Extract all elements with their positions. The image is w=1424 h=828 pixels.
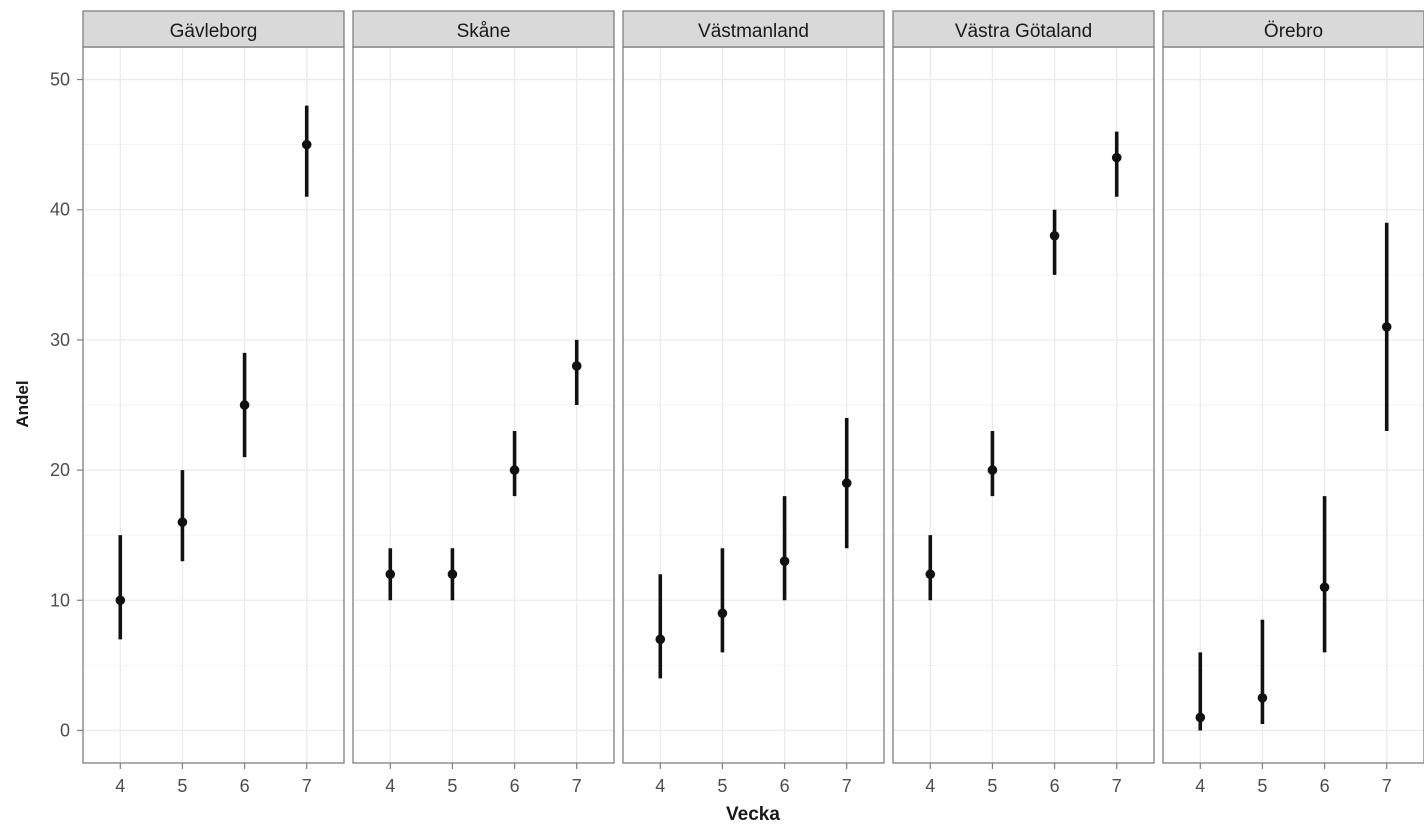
data-point	[1195, 712, 1206, 723]
x-tick-label: 7	[1112, 776, 1122, 796]
facet-strip	[622, 10, 885, 48]
data-point	[115, 595, 126, 606]
facet-strip	[82, 10, 345, 48]
data-point	[177, 517, 188, 527]
data-point	[509, 465, 520, 475]
x-tick-label: 6	[240, 776, 250, 796]
x-tick-label: 5	[1257, 776, 1267, 796]
data-point	[385, 569, 396, 580]
y-axis: 0 10 20 30 40 50	[50, 70, 83, 740]
facet-strip-label: Västmanland	[698, 21, 809, 42]
data-point	[301, 139, 312, 150]
facet-strip	[1162, 10, 1424, 48]
y-tick-label: 0	[60, 720, 70, 740]
x-tick-label: 7	[842, 776, 852, 796]
facet-panel: Gävleborg 4 5 6 7	[82, 10, 345, 796]
x-tick-label: 5	[177, 776, 187, 796]
facet-panel: Örebro 4 5 6 7	[1162, 10, 1424, 796]
data-point	[239, 400, 250, 410]
data-point	[1049, 230, 1060, 241]
data-point	[987, 465, 998, 475]
data-point	[1319, 582, 1330, 593]
y-tick-label: 10	[50, 590, 70, 610]
y-axis-title: Andel	[13, 380, 32, 427]
y-tick-label: 20	[50, 460, 70, 480]
facet-panel: Västra Götaland 4 5 6 7	[892, 10, 1155, 796]
x-tick-label: 7	[1382, 776, 1392, 796]
x-tick-label: 5	[717, 776, 727, 796]
x-tick-label: 4	[115, 776, 125, 796]
facet-panel: Västmanland 4 5 6 7	[622, 10, 885, 796]
data-point	[1381, 322, 1392, 332]
x-tick-label: 6	[780, 776, 790, 796]
data-point	[571, 361, 582, 371]
x-tick-label: 7	[302, 776, 312, 796]
x-tick-label: 4	[655, 776, 665, 796]
x-tick-label: 6	[1050, 776, 1060, 796]
facet-panel: Skåne 4 5 6 7	[352, 10, 615, 796]
data-point	[925, 569, 936, 580]
x-tick-label: 7	[572, 776, 582, 796]
x-tick-label: 5	[447, 776, 457, 796]
facet-strip-label: Örebro	[1264, 21, 1323, 42]
x-tick-label: 4	[1195, 776, 1205, 796]
facet-strip	[892, 10, 1155, 48]
x-tick-label: 6	[1320, 776, 1330, 796]
y-tick-label: 30	[50, 330, 70, 350]
data-point	[717, 608, 728, 619]
x-tick-label: 6	[510, 776, 520, 796]
x-axis-title: Vecka	[726, 804, 780, 823]
x-tick-label: 4	[385, 776, 395, 796]
x-tick-label: 4	[925, 776, 935, 796]
y-tick-label: 50	[50, 70, 70, 90]
facet-strip	[352, 10, 615, 48]
facet-strip-label: Skåne	[457, 21, 511, 42]
x-tick-label: 5	[987, 776, 997, 796]
data-point	[779, 556, 790, 567]
y-tick-label: 40	[50, 200, 70, 220]
facet-strip-label: Västra Götaland	[955, 21, 1092, 42]
data-point	[1257, 693, 1268, 703]
data-point	[655, 634, 666, 645]
facet-strip-label: Gävleborg	[170, 21, 258, 42]
data-point	[841, 478, 852, 488]
data-point	[1111, 152, 1122, 163]
data-point	[447, 569, 458, 580]
